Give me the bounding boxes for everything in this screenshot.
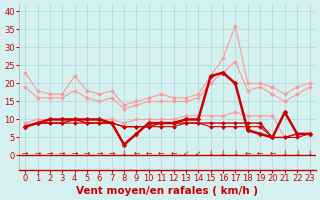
Text: ←: ← [133, 149, 140, 158]
Text: ←: ← [269, 149, 276, 158]
Text: ←: ← [158, 149, 164, 158]
Text: →: → [108, 149, 115, 158]
Text: ↓: ↓ [306, 149, 313, 158]
Text: →: → [96, 149, 102, 158]
Text: ↙: ↙ [195, 149, 201, 158]
X-axis label: Vent moyen/en rafales ( km/h ): Vent moyen/en rafales ( km/h ) [76, 186, 258, 196]
Text: →: → [22, 149, 28, 158]
Text: ←: ← [170, 149, 177, 158]
Text: →: → [47, 149, 53, 158]
Text: ←: ← [146, 149, 152, 158]
Text: →: → [71, 149, 78, 158]
Text: ←: ← [244, 149, 251, 158]
Text: ↓: ↓ [207, 149, 214, 158]
Text: →: → [34, 149, 41, 158]
Text: ↙: ↙ [183, 149, 189, 158]
Text: ↓: ↓ [294, 149, 300, 158]
Text: ↓: ↓ [220, 149, 226, 158]
Text: →: → [84, 149, 90, 158]
Text: ←: ← [257, 149, 263, 158]
Text: ↓: ↓ [232, 149, 238, 158]
Text: ↓: ↓ [282, 149, 288, 158]
Text: ↓: ↓ [121, 149, 127, 158]
Text: →: → [59, 149, 65, 158]
